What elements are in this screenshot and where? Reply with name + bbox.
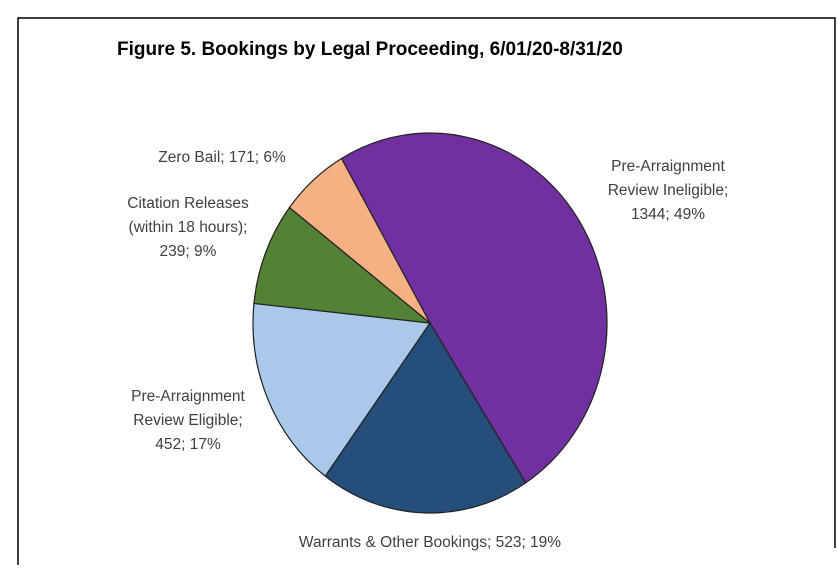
label-line: (within 18 hours); (129, 219, 248, 236)
label-line: Pre-Arraignment (611, 158, 725, 175)
pie-slice (288, 157, 431, 324)
data-label: Warrants & Other Bookings; 523; 19% (299, 534, 561, 551)
label-line: 1344; 49% (631, 206, 705, 223)
label-line: 452; 17% (155, 436, 221, 453)
data-label: Pre-Arraignment Review Eligible; 452; 17% (131, 388, 245, 453)
label-line: Pre-Arraignment (131, 388, 245, 405)
pie-slice (253, 206, 432, 324)
label-line: Review Ineligible; (608, 182, 729, 199)
data-label: Citation Releases (within 18 hours); 239; … (127, 195, 249, 260)
pie-slice (324, 321, 527, 514)
label-line: Review Eligible; (133, 412, 242, 429)
label-line: 239; 9% (160, 243, 217, 260)
pie-slice (252, 302, 432, 478)
pie-slice (340, 132, 608, 484)
label-line: Citation Releases (127, 195, 249, 212)
chart-title: Figure 5. Bookings by Legal Proceeding, … (117, 39, 623, 60)
data-label: Pre-Arraignment Review Ineligible; 1344; 4… (608, 158, 729, 223)
frame (17, 17, 836, 565)
data-label: Zero Bail; 171; 6% (158, 149, 286, 166)
